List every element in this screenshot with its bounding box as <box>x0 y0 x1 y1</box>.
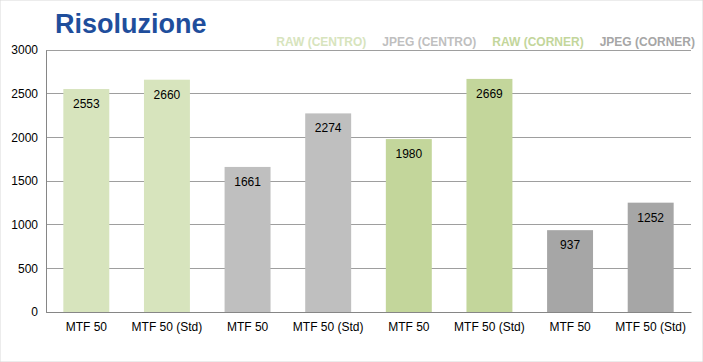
grid <box>46 50 691 312</box>
y-tick: 2000 <box>11 131 46 145</box>
y-tick: 500 <box>18 262 46 276</box>
x-tick-label: MTF 50 <box>549 320 591 334</box>
grid-line <box>46 50 691 51</box>
bar <box>225 167 271 312</box>
y-tick-label: 2500 <box>11 87 38 101</box>
y-tick-label: 2000 <box>11 131 38 145</box>
data-label: 2669 <box>476 87 503 101</box>
x-tick-label: MTF 50 (Std) <box>293 320 364 334</box>
plot: 0 500 1000 1500 2000 2500 3000 MTF 50 MTF 50 (St… <box>11 43 691 333</box>
y-tick: 0 <box>31 305 46 319</box>
grid-line <box>46 137 691 138</box>
legend-entry: RAW (CENTRO) <box>276 35 366 49</box>
bar <box>628 203 674 312</box>
x-tick-label: MTF 50 (Std) <box>132 320 203 334</box>
data-label: 1252 <box>637 211 664 225</box>
x-tick: MTF 50 <box>388 312 430 334</box>
bar <box>547 230 593 312</box>
background <box>0 0 703 362</box>
grid-line <box>46 312 691 313</box>
data-label: 2274 <box>315 121 342 135</box>
y-tick-label: 1500 <box>11 174 38 188</box>
y-tick-label: 500 <box>18 262 38 276</box>
grid-line <box>46 93 691 94</box>
legend-entry: JPEG (CORNER) <box>600 35 695 49</box>
x-tick-label: MTF 50 <box>388 320 430 334</box>
y-tick-label: 0 <box>31 305 38 319</box>
x-tick-label: MTF 50 <box>227 320 269 334</box>
x-tick-label: MTF 50 <box>66 320 108 334</box>
title: Risoluzione <box>55 9 207 39</box>
x-tick: MTF 50 (Std) <box>132 312 203 334</box>
y-tick: 3000 <box>11 43 46 57</box>
bar <box>305 113 351 312</box>
legend-entry: RAW (CORNER) <box>492 35 583 49</box>
data-label: 1980 <box>395 147 422 161</box>
y-tick-label: 1000 <box>11 218 38 232</box>
y-tick: 1500 <box>11 174 46 188</box>
data-label: 2553 <box>73 97 100 111</box>
y-tick: 1000 <box>11 218 46 232</box>
x-axis: MTF 50 MTF 50 (Std) MTF 50 MTF 50 (Std) MTF … <box>47 312 692 334</box>
legend: RAW (CENTRO) JPEG (CENTRO) RAW (CORNER) JPE… <box>276 35 695 49</box>
chart: 0 500 1000 1500 2000 2500 3000 MTF 50 MTF 50 (St… <box>0 0 703 362</box>
x-tick: MTF 50 <box>66 312 108 334</box>
x-tick: MTF 50 <box>227 312 269 334</box>
bar <box>144 80 190 312</box>
x-tick: MTF 50 (Std) <box>293 312 364 334</box>
x-tick-label: MTF 50 (Std) <box>615 320 686 334</box>
grid-line <box>46 268 691 269</box>
x-tick: MTF 50 (Std) <box>454 312 525 334</box>
x-tick: MTF 50 <box>549 312 591 334</box>
data-label: 937 <box>560 238 580 252</box>
y-axis: 0 500 1000 1500 2000 2500 3000 <box>11 43 46 319</box>
y-axis-line <box>46 51 47 313</box>
legend-entry: JPEG (CENTRO) <box>382 35 476 49</box>
data-labels: 2553 2660 1661 2274 1980 2669 937 1252 <box>73 87 664 252</box>
grid-line <box>46 181 691 182</box>
bar <box>466 79 512 312</box>
x-tick-label: MTF 50 (Std) <box>454 320 525 334</box>
data-label: 2660 <box>154 88 181 102</box>
x-tick: MTF 50 (Std) <box>615 312 686 334</box>
y-tick-label: 3000 <box>11 43 38 57</box>
bars <box>63 79 673 312</box>
data-label: 1661 <box>234 175 261 189</box>
bar <box>63 89 109 312</box>
y-tick: 2500 <box>11 87 46 101</box>
grid-line <box>46 224 691 225</box>
bar <box>386 139 432 312</box>
x-axis-line <box>47 312 692 313</box>
